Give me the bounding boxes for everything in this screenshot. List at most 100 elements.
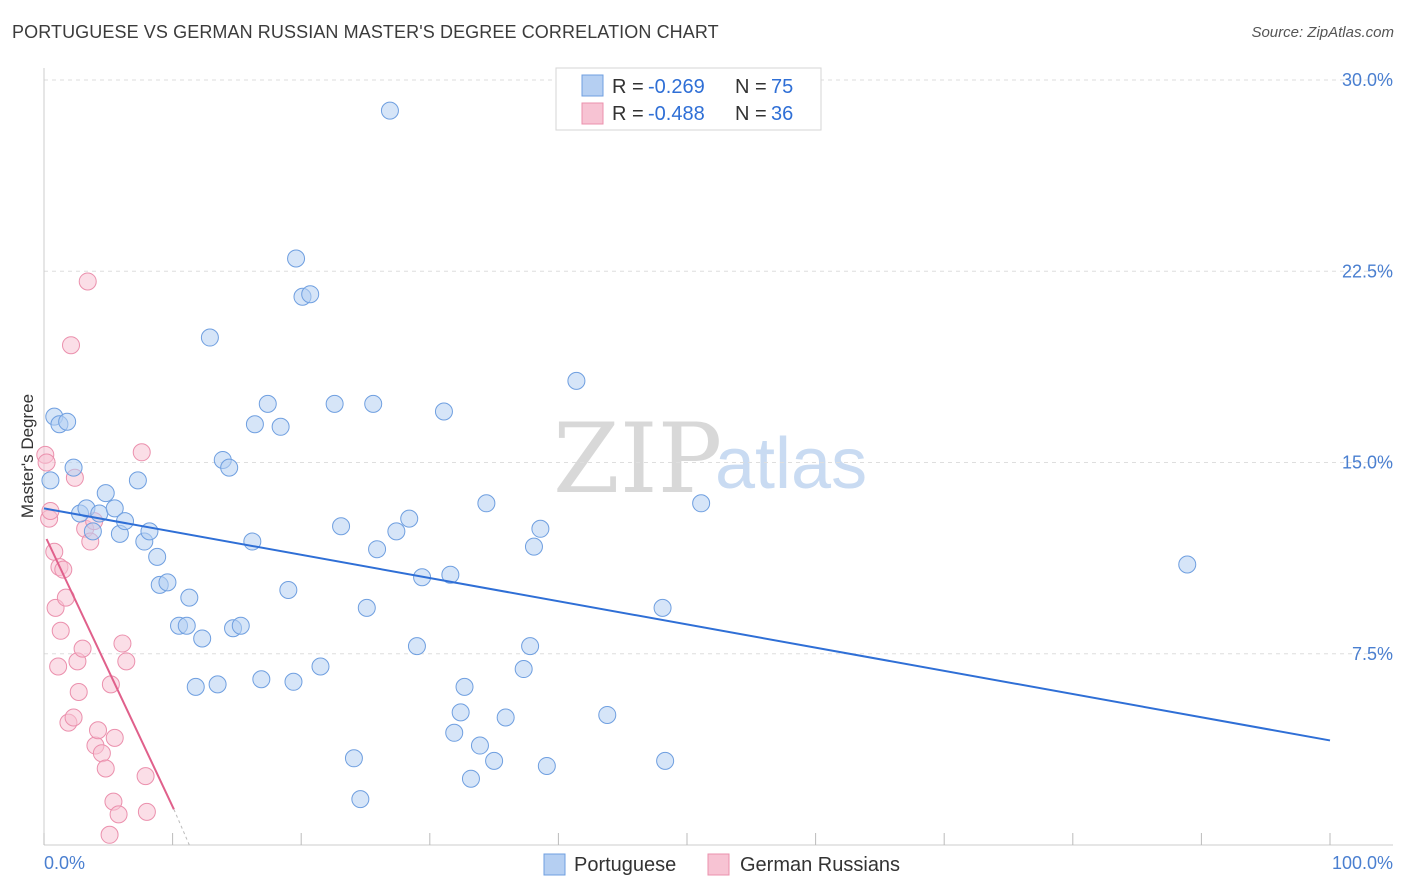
portuguese-point xyxy=(598,705,617,724)
portuguese-point xyxy=(245,415,264,434)
portuguese-point xyxy=(400,509,419,528)
portuguese-point xyxy=(477,494,496,513)
german-russians-point xyxy=(96,759,115,778)
portuguese-point xyxy=(514,660,533,679)
watermark-atlas: atlas xyxy=(715,424,867,504)
german-russians-point xyxy=(64,708,83,727)
portuguese-point xyxy=(180,588,199,607)
portuguese-point xyxy=(58,412,77,431)
portuguese-point xyxy=(364,394,383,413)
german-russians-point xyxy=(117,652,136,671)
legend-n-label-german-russians: N = xyxy=(735,103,767,125)
legend-swatch-german-russians xyxy=(581,102,604,125)
portuguese-point xyxy=(208,675,227,694)
y-tick-label: 22.5% xyxy=(1342,261,1393,281)
legend-swatch-portuguese-bottom xyxy=(543,853,566,876)
german-russians-point xyxy=(51,621,70,640)
portuguese-point xyxy=(284,672,303,691)
portuguese-point xyxy=(451,703,470,722)
german-russians-point xyxy=(37,453,56,472)
portuguese-point xyxy=(407,637,426,656)
portuguese-point xyxy=(485,751,504,770)
portuguese-point xyxy=(325,394,344,413)
chart-title: PORTUGUESE VS GERMAN RUSSIAN MASTER'S DE… xyxy=(12,22,719,42)
portuguese-point xyxy=(200,328,219,347)
portuguese-point xyxy=(252,670,271,689)
portuguese-point xyxy=(387,522,406,541)
y-tick-label: 15.0% xyxy=(1342,453,1393,473)
legend-label-portuguese: Portuguese xyxy=(574,854,676,876)
portuguese-point xyxy=(445,723,464,742)
portuguese-point xyxy=(470,736,489,755)
portuguese-point xyxy=(368,540,387,559)
legend-n-value-portuguese: 75 xyxy=(771,76,793,98)
german-russians-point xyxy=(69,683,88,701)
portuguese-point xyxy=(231,616,250,635)
german-russians-trend-line xyxy=(45,538,175,810)
legend-swatch-german-russians-bottom xyxy=(707,853,730,876)
german-russians-point xyxy=(105,728,124,747)
chart-source: Source: ZipAtlas.com xyxy=(1251,24,1394,41)
stats-legend: R = -0.269 N = 75 R = -0.488 N = 36 xyxy=(555,67,822,131)
portuguese-point xyxy=(461,769,480,788)
portuguese-points xyxy=(41,101,1197,809)
legend-n-label-portuguese: N = xyxy=(735,76,767,98)
y-tick-label: 7.5% xyxy=(1352,644,1393,664)
legend-r-label-german-russians: R = xyxy=(612,103,644,125)
portuguese-point xyxy=(344,749,363,768)
german-russians-point xyxy=(136,767,155,786)
portuguese-point xyxy=(128,471,147,490)
watermark-zip: ZIP xyxy=(553,403,722,515)
portuguese-point xyxy=(193,629,212,648)
legend-r-value-portuguese: -0.269 xyxy=(648,76,705,98)
x-tick-label-min: 0.0% xyxy=(44,853,85,873)
portuguese-point xyxy=(521,637,540,656)
portuguese-point xyxy=(656,751,675,770)
portuguese-point xyxy=(287,249,306,268)
german-russians-point xyxy=(92,744,111,763)
legend-r-label-portuguese: R = xyxy=(612,76,644,98)
x-tick-label-max: 100.0% xyxy=(1332,853,1393,873)
portuguese-point xyxy=(148,547,167,566)
portuguese-point xyxy=(351,790,370,809)
y-axis-title: Master's Degree xyxy=(18,394,37,518)
portuguese-point xyxy=(380,101,399,120)
portuguese-point xyxy=(537,756,556,775)
portuguese-point xyxy=(105,499,124,518)
german-russians-point xyxy=(113,634,132,653)
german-russians-point xyxy=(62,336,81,355)
portuguese-point xyxy=(258,394,277,413)
portuguese-point xyxy=(279,581,298,599)
portuguese-point xyxy=(524,537,543,556)
portuguese-trend-line xyxy=(43,507,1331,742)
german-russians-point xyxy=(78,272,97,291)
portuguese-point xyxy=(186,677,205,696)
portuguese-point xyxy=(271,417,290,436)
german-russians-point xyxy=(100,825,119,844)
trend-lines xyxy=(43,507,1331,846)
series-legend: Portuguese German Russians xyxy=(543,853,900,876)
portuguese-point xyxy=(496,708,515,727)
german-russians-trend-extension xyxy=(173,809,190,846)
portuguese-point xyxy=(357,598,376,617)
portuguese-point xyxy=(96,484,115,503)
y-tick-labels: 7.5% 15.0% 22.5% 30.0% xyxy=(1342,70,1393,664)
german-russians-point xyxy=(89,721,108,740)
y-tick-label: 30.0% xyxy=(1342,70,1393,90)
german-russians-point xyxy=(73,639,92,658)
portuguese-point xyxy=(64,458,83,477)
portuguese-point xyxy=(158,573,177,592)
portuguese-point xyxy=(311,657,330,676)
portuguese-point xyxy=(1178,555,1197,574)
portuguese-point xyxy=(177,616,196,635)
portuguese-point xyxy=(301,285,320,304)
portuguese-point xyxy=(692,494,711,513)
portuguese-point xyxy=(332,517,351,536)
portuguese-point xyxy=(220,458,239,477)
portuguese-point xyxy=(653,598,672,617)
portuguese-point xyxy=(83,522,102,541)
portuguese-point xyxy=(567,371,586,390)
german-russians-point xyxy=(109,805,128,824)
german-russians-point xyxy=(132,443,151,462)
